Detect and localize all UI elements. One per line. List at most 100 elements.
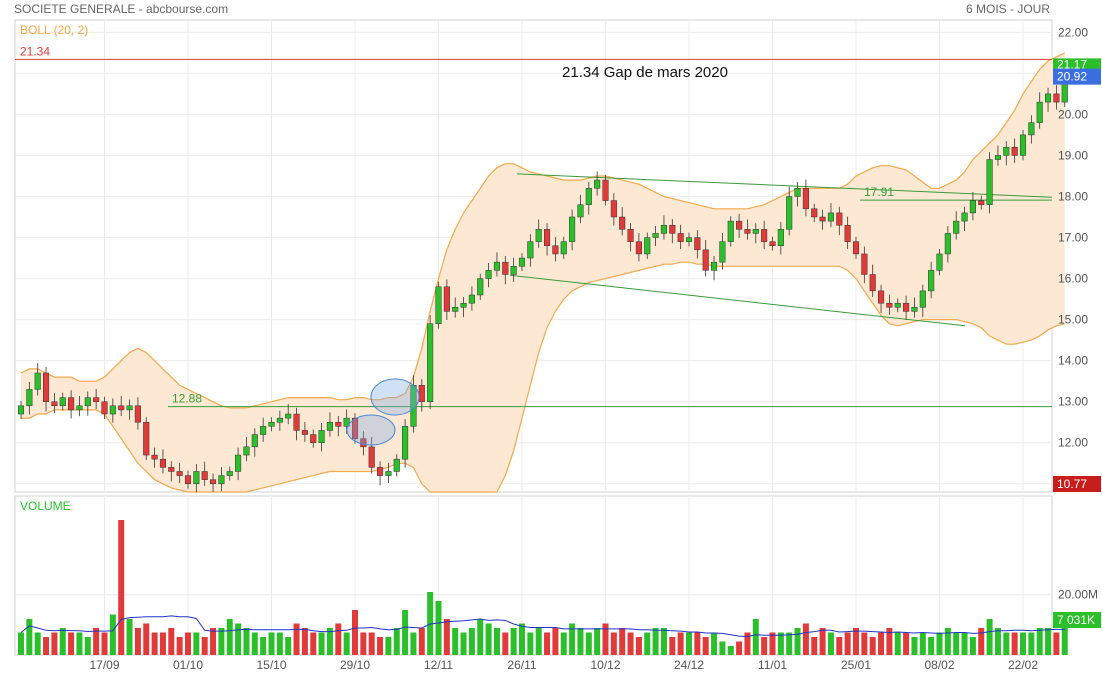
candle	[1028, 122, 1035, 136]
candle	[903, 302, 910, 312]
volume-bar	[76, 632, 83, 655]
volume-bar	[627, 632, 634, 655]
volume-bar	[769, 632, 776, 655]
volume-bar	[953, 632, 960, 655]
last-price-value: 20.92	[1057, 70, 1087, 84]
volume-bar	[218, 628, 225, 655]
candle	[293, 413, 300, 431]
volume-bar	[235, 623, 242, 655]
candle	[126, 405, 133, 411]
candle	[869, 274, 876, 292]
candle	[652, 233, 659, 238]
y-tick-label: 20.00	[1058, 107, 1088, 121]
volume-bar	[777, 632, 784, 655]
volume-bar	[761, 637, 768, 655]
x-tick-label: 08/02	[924, 658, 954, 672]
candle	[685, 237, 693, 242]
volume-bar	[460, 632, 467, 655]
volume-bar	[819, 628, 826, 655]
volume-label: VOLUME	[20, 499, 71, 513]
candle	[68, 397, 75, 411]
volume-bar	[836, 637, 843, 655]
x-tick-label: 01/10	[173, 658, 203, 672]
volume-bar	[352, 610, 358, 655]
volume-bar	[752, 619, 759, 655]
lower-band	[21, 261, 1065, 493]
candle	[468, 294, 475, 304]
volume-bar	[143, 623, 150, 655]
volume-bar	[118, 520, 125, 655]
candle	[159, 458, 166, 468]
candle	[84, 397, 91, 407]
candle	[260, 426, 267, 435]
candle	[694, 237, 701, 251]
x-tick-label: 26/11	[507, 658, 536, 672]
candle	[1036, 101, 1043, 123]
candle	[994, 155, 1002, 160]
volume-bar	[335, 623, 342, 655]
candles	[17, 72, 1068, 492]
candle	[552, 245, 559, 255]
volume-bar	[936, 632, 943, 655]
volume-bar	[151, 632, 158, 655]
volume-bar	[928, 637, 935, 655]
candle	[184, 475, 192, 485]
candle	[919, 290, 926, 308]
candle	[134, 405, 141, 423]
candle	[936, 253, 943, 271]
candle	[978, 200, 985, 205]
candle	[34, 372, 41, 390]
y-tick-label: 13.00	[1058, 395, 1088, 409]
volume-bar	[827, 632, 834, 655]
candle	[59, 397, 66, 407]
volume-bar	[510, 628, 517, 655]
volume-bar	[101, 632, 108, 655]
volume-bar	[1045, 628, 1052, 655]
candle	[577, 204, 584, 218]
candle	[660, 224, 668, 234]
volume-bar	[644, 632, 651, 655]
volume-bar	[560, 632, 567, 655]
volume-bar	[552, 628, 559, 655]
volume-last-value: 7 031K	[1057, 613, 1095, 627]
candle	[235, 454, 242, 472]
volume-bar	[435, 601, 442, 655]
candle	[560, 241, 567, 255]
candle	[435, 286, 442, 324]
breakout-circle	[370, 378, 420, 416]
volume-bar	[669, 637, 676, 655]
volume-bar	[711, 632, 718, 655]
candle	[285, 413, 292, 419]
candle	[393, 458, 400, 472]
candle	[1019, 134, 1027, 156]
candle	[201, 471, 208, 480]
volume-bar	[811, 637, 818, 655]
volume-bar	[1003, 632, 1010, 655]
volume-bar	[343, 632, 350, 655]
candle	[109, 405, 116, 415]
trend-lines: 21.34 21.34 Gap de mars 2020 12.88 17.91	[15, 44, 1053, 408]
candle	[594, 179, 601, 189]
candle	[51, 401, 58, 407]
volume-bar	[159, 632, 166, 655]
candle	[702, 249, 709, 271]
candle	[761, 229, 768, 242]
volume-bar	[794, 628, 801, 655]
candle	[535, 229, 542, 242]
candle	[477, 278, 484, 296]
candle	[752, 229, 759, 234]
volume-bar	[677, 632, 684, 655]
candle	[610, 200, 617, 218]
candle	[844, 224, 851, 242]
chart-title: SOCIETE GENERALE - abcbourse.com	[14, 2, 229, 16]
y-tick-label: 15.00	[1058, 313, 1088, 327]
volume-bar	[84, 637, 91, 655]
volume-bar	[260, 637, 267, 655]
candle	[377, 467, 384, 476]
candle	[485, 270, 492, 279]
candle	[969, 200, 976, 214]
volume-average-line	[20, 615, 1065, 638]
candle	[76, 405, 83, 411]
candle	[218, 475, 225, 485]
volume-bar	[385, 637, 392, 655]
